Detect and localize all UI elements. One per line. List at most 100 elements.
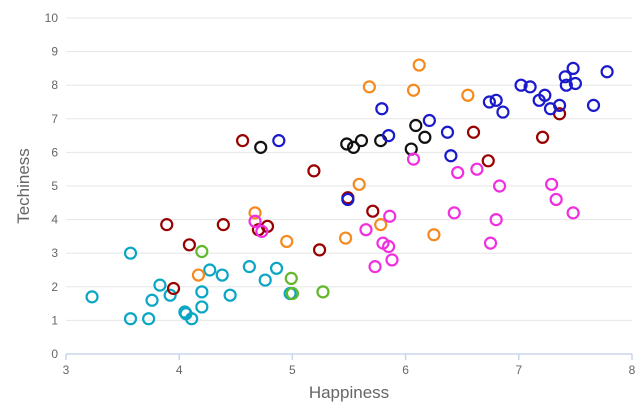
data-point — [195, 244, 209, 259]
data-point — [258, 273, 272, 287]
data-point — [383, 209, 397, 223]
data-point — [362, 80, 376, 94]
data-point — [538, 88, 552, 102]
data-point — [85, 290, 99, 304]
data-point — [427, 228, 441, 242]
data-point — [481, 154, 495, 168]
data-point — [163, 288, 177, 302]
data-point — [280, 234, 294, 249]
data-point — [545, 177, 559, 191]
data-point — [374, 218, 388, 232]
data-point — [489, 93, 503, 107]
data-point — [409, 118, 423, 133]
y-axis-title: Techiness — [14, 148, 33, 224]
data-point — [223, 288, 237, 302]
y-tick-label: 6 — [51, 145, 58, 159]
data-point — [346, 140, 361, 154]
data-point — [153, 278, 167, 292]
tick-labels: 0 1 2 3 4 5 6 7 8 9 10 3 4 5 6 7 8 — [45, 11, 636, 377]
data-point — [285, 286, 299, 301]
data-point — [354, 134, 369, 148]
data-point — [203, 263, 217, 277]
data-point — [166, 281, 181, 296]
x-tick-label: 8 — [629, 363, 636, 377]
data-point — [160, 218, 174, 232]
y-tick-label: 2 — [51, 280, 58, 294]
data-point — [549, 192, 563, 207]
data-point — [523, 80, 537, 94]
data-point — [600, 65, 614, 79]
data-point — [461, 88, 475, 102]
data-point — [195, 285, 209, 299]
data-point — [451, 165, 465, 180]
data-point — [382, 239, 396, 254]
data-points — [85, 58, 614, 326]
data-point — [359, 223, 373, 237]
data-point — [248, 214, 262, 228]
data-point — [248, 206, 262, 220]
data-point — [406, 83, 421, 97]
data-point — [559, 78, 573, 92]
data-point — [340, 137, 354, 151]
y-tick-label: 1 — [51, 313, 58, 327]
data-point — [368, 260, 382, 274]
data-point — [352, 177, 366, 191]
data-point — [418, 130, 432, 144]
y-tick-label: 8 — [51, 78, 58, 92]
data-point — [489, 213, 503, 227]
data-point — [586, 98, 601, 112]
data-point — [483, 236, 498, 250]
y-tick-label: 4 — [51, 213, 58, 227]
x-axis-title: Happiness — [309, 383, 389, 402]
data-point — [123, 312, 138, 326]
y-tick-label: 0 — [51, 347, 58, 361]
y-tick-label: 9 — [51, 45, 58, 59]
data-point — [316, 285, 330, 299]
data-point — [185, 312, 199, 326]
data-point — [566, 61, 580, 76]
data-point — [447, 206, 461, 220]
data-point — [422, 113, 436, 128]
data-point — [191, 268, 206, 282]
data-point — [444, 149, 458, 163]
data-point — [215, 268, 229, 282]
data-point — [440, 125, 455, 139]
data-point — [284, 271, 298, 285]
data-point — [552, 98, 567, 112]
data-point — [470, 162, 484, 176]
data-point — [341, 192, 355, 207]
data-point — [242, 260, 256, 274]
data-point — [382, 129, 396, 143]
axes — [65, 353, 633, 360]
data-point — [385, 253, 399, 267]
data-point — [254, 140, 268, 154]
data-point — [145, 293, 159, 307]
x-tick-label: 6 — [402, 363, 409, 377]
y-tick-label: 7 — [51, 112, 58, 126]
data-point — [412, 58, 426, 72]
data-point — [492, 179, 507, 193]
data-point — [312, 243, 327, 257]
data-point — [142, 312, 156, 326]
data-point — [269, 261, 284, 275]
data-point — [307, 164, 321, 178]
data-point — [514, 78, 528, 92]
x-tick-label: 4 — [176, 363, 183, 377]
data-point — [255, 224, 269, 238]
data-point — [235, 134, 250, 148]
data-point — [375, 102, 389, 116]
x-tick-label: 7 — [515, 363, 522, 377]
data-point — [339, 231, 353, 245]
data-point — [566, 206, 580, 220]
data-point — [558, 70, 572, 84]
data-point — [216, 218, 230, 232]
data-point — [535, 130, 550, 144]
data-point — [482, 95, 496, 109]
data-point — [123, 246, 138, 260]
data-point — [182, 238, 196, 252]
grid-lines — [66, 17, 632, 321]
data-point — [466, 125, 481, 139]
y-tick-label: 3 — [51, 246, 58, 260]
data-point — [496, 105, 510, 119]
